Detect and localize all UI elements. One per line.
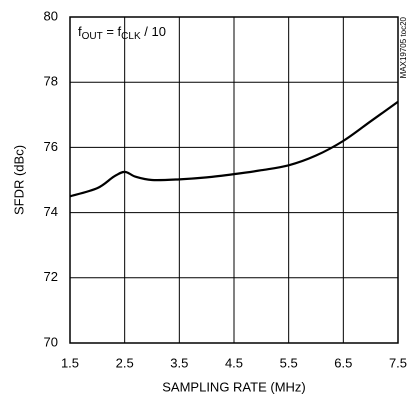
annotation-part: = f [103,24,122,39]
x-tick-label: 5.5 [280,355,298,370]
annotation: fOUT = fCLK / 10 [78,24,166,41]
x-tick-label: 7.5 [389,355,407,370]
annotation-part: OUT [82,31,103,42]
x-tick-label: 6.5 [334,355,352,370]
x-tick-label: 4.5 [225,355,243,370]
y-axis-title: SFDR (dBc) [11,145,26,215]
annotation-part: / 10 [141,24,166,39]
line-series [69,100,399,198]
annotation-part: CLK [121,31,141,42]
plot-frame [69,16,399,344]
y-tick-label: 72 [44,269,58,284]
y-tick-label: 76 [44,139,58,154]
y-tick-label: 70 [44,334,58,349]
y-tick-label: 78 [44,74,58,89]
x-axis-title: SAMPLING RATE (MHz) [162,379,306,394]
x-tick-label: 2.5 [116,355,134,370]
annotation-part: f [78,24,82,39]
x-tick-label: 1.5 [61,355,79,370]
side-note: MAX19705 toc20 [399,16,408,78]
x-tick-label: 3.5 [170,355,188,370]
y-tick-label: 80 [44,8,58,23]
y-tick-label: 74 [44,204,58,219]
